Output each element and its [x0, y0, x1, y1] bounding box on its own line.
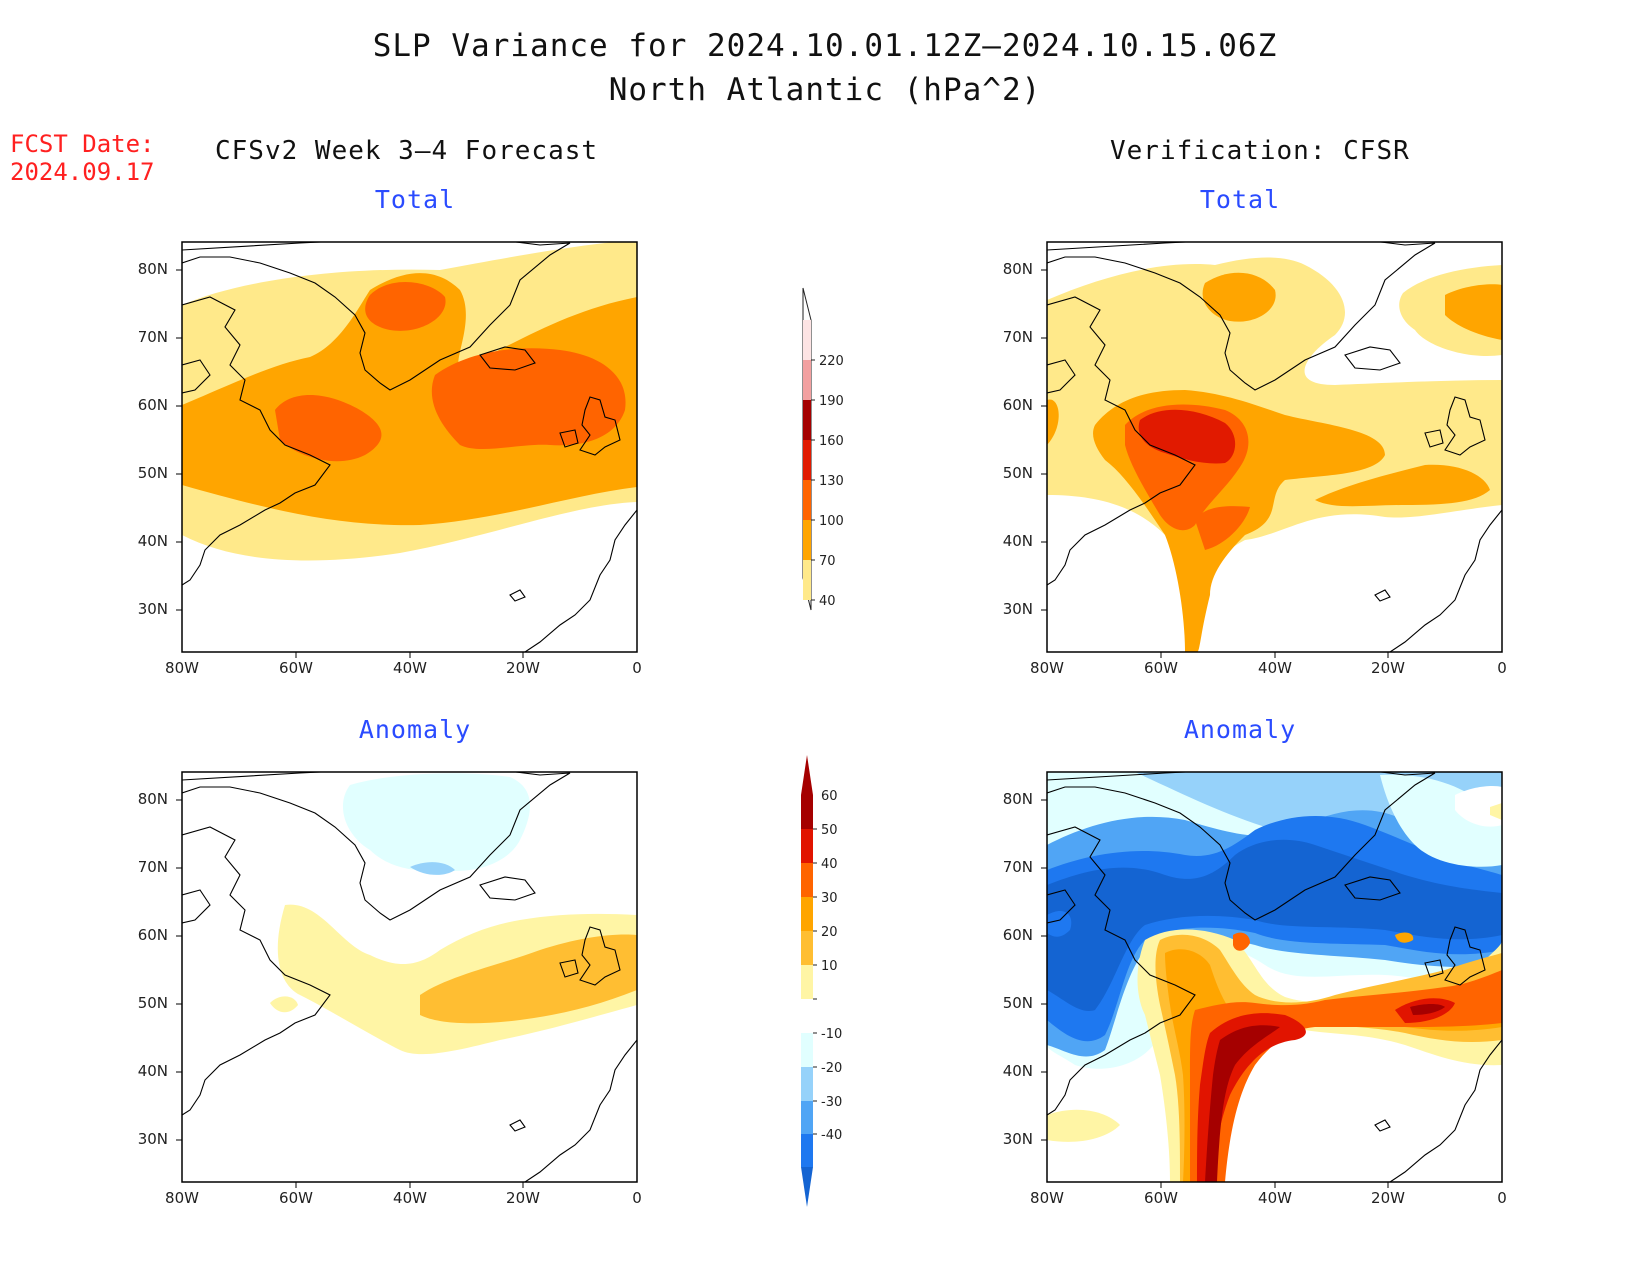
verification-total-title: Total [1199, 185, 1281, 214]
lat-label-60N: 60N [1003, 926, 1033, 944]
lon-label-80W: 80W [1030, 659, 1064, 677]
anomaly-colorbar-swatch [801, 931, 813, 965]
lon-label-60W: 60W [279, 1189, 313, 1207]
forecast-date-value: 2024.09.17 [10, 158, 155, 186]
lon-label-60W: 60W [1144, 1189, 1178, 1207]
lon-label-80W: 80W [165, 1189, 199, 1207]
anomaly-colorbar-swatch [801, 1101, 813, 1134]
lat-label-70N: 70N [138, 328, 168, 346]
verification-anomaly-title: Anomaly [1183, 715, 1297, 744]
lat-label-80N: 80N [138, 260, 168, 278]
chart-title-line1: SLP Variance for 2024.10.01.12Z–2024.10.… [372, 28, 1278, 64]
anomaly-colorbar-top-arrow [801, 755, 813, 795]
lon-label-80W: 80W [165, 659, 199, 677]
total-colorbar-label-70: 70 [819, 554, 836, 569]
anomaly-colorbar-swatch [801, 999, 813, 1033]
lat-label-50N: 50N [1003, 994, 1033, 1012]
total-colorbar: 220 190 160 130 100 70 40 [795, 280, 875, 624]
total-colorbar-label-130: 130 [819, 474, 844, 489]
lon-label-20W: 20W [1371, 659, 1405, 677]
lon-label-20W: 20W [506, 659, 540, 677]
lat-label-80N: 80N [1003, 260, 1033, 278]
lat-label-60N: 60N [138, 396, 168, 414]
lon-label-0: 0 [1497, 1189, 1507, 1207]
lat-label-30N: 30N [1003, 600, 1033, 618]
lat-label-80N: 80N [1003, 790, 1033, 808]
total-colorbar-swatch [803, 400, 811, 440]
anomaly-colorbar-label-neg40: -40 [821, 1128, 842, 1143]
lat-label-50N: 50N [138, 464, 168, 482]
anomaly-colorbar-swatch [801, 1134, 813, 1167]
lat-label-30N: 30N [138, 1130, 168, 1148]
total-colorbar-swatch [803, 360, 811, 400]
lat-label-30N: 30N [1003, 1130, 1033, 1148]
lat-label-70N: 70N [1003, 858, 1033, 876]
anomaly-colorbar-label-neg20: -20 [821, 1061, 842, 1076]
lat-label-40N: 40N [1003, 1062, 1033, 1080]
forecast-total-title: Total [374, 185, 456, 214]
lat-label-30N: 30N [138, 600, 168, 618]
anomaly-colorbar-swatch [801, 1067, 813, 1101]
lat-label-60N: 60N [138, 926, 168, 944]
anomaly-colorbar-swatch [801, 897, 813, 931]
anomaly-colorbar-label-neg10: -10 [821, 1027, 842, 1042]
lat-label-40N: 40N [138, 532, 168, 550]
anomaly-colorbar-label-neg30: -30 [821, 1095, 842, 1110]
total-colorbar-swatch [803, 320, 811, 360]
anomaly-colorbar-label-20: 20 [821, 925, 838, 940]
anomaly-colorbar-label-30: 30 [821, 891, 838, 906]
forecast-header: CFSv2 Week 3–4 Forecast [215, 136, 599, 166]
forecast-anomaly-title: Anomaly [358, 715, 472, 744]
lon-label-0: 0 [632, 659, 642, 677]
total-colorbar-label-40: 40 [819, 594, 836, 609]
lon-label-60W: 60W [1144, 659, 1178, 677]
anomaly-colorbar-label-60: 60 [821, 789, 838, 804]
forecast-anomaly-map: 80N 70N 60N 50N 40N 30N 80W 60W 40W 20W … [120, 765, 660, 1219]
forecast-total-map: 80N 70N 60N 50N 40N 30N 80W 60W 40W 20W … [120, 235, 660, 689]
lat-label-50N: 50N [138, 994, 168, 1012]
anomaly-colorbar-swatch [801, 1033, 813, 1067]
lat-label-70N: 70N [138, 858, 168, 876]
lat-label-70N: 70N [1003, 328, 1033, 346]
total-colorbar-label-100: 100 [819, 514, 844, 529]
total-colorbar-label-220: 220 [819, 354, 844, 369]
forecast-date-label: FCST Date: [10, 130, 155, 158]
lat-label-60N: 60N [1003, 396, 1033, 414]
lon-label-40W: 40W [1258, 1189, 1292, 1207]
anomaly-colorbar-swatch [801, 863, 813, 897]
anomaly-colorbar-label-10: 10 [821, 959, 838, 974]
lon-label-80W: 80W [1030, 1189, 1064, 1207]
anomaly-colorbar: 60 50 40 30 20 10 -10 -20 -30 -40 [795, 755, 875, 1219]
total-colorbar-label-160: 160 [819, 434, 844, 449]
total-colorbar-label-190: 190 [819, 394, 844, 409]
verification-header: Verification: CFSR [1110, 136, 1410, 166]
anomaly-colorbar-swatch [801, 965, 813, 999]
verification-anomaly-map: 80N 70N 60N 50N 40N 30N 80W 60W 40W 20W … [985, 765, 1525, 1219]
verification-total-map: 80N 70N 60N 50N 40N 30N 80W 60W 40W 20W … [985, 235, 1525, 689]
chart-title-line2: North Atlantic (hPa^2) [608, 72, 1042, 108]
lat-label-40N: 40N [1003, 532, 1033, 550]
anomaly-colorbar-label-50: 50 [821, 823, 838, 838]
lon-label-0: 0 [1497, 659, 1507, 677]
lon-label-40W: 40W [393, 659, 427, 677]
anomaly-colorbar-swatch [801, 795, 813, 829]
lon-label-60W: 60W [279, 659, 313, 677]
anomaly-colorbar-swatch [801, 829, 813, 863]
lat-label-50N: 50N [1003, 464, 1033, 482]
lon-label-40W: 40W [1258, 659, 1292, 677]
anomaly-colorbar-bottom-arrow [801, 1167, 813, 1207]
lon-label-20W: 20W [1371, 1189, 1405, 1207]
total-colorbar-swatch [803, 480, 811, 520]
total-colorbar-swatch [803, 440, 811, 480]
lon-label-40W: 40W [393, 1189, 427, 1207]
lon-label-0: 0 [632, 1189, 642, 1207]
anomaly-colorbar-label-40: 40 [821, 857, 838, 872]
total-colorbar-swatch [803, 560, 811, 600]
lat-label-40N: 40N [138, 1062, 168, 1080]
lat-label-80N: 80N [138, 790, 168, 808]
total-colorbar-swatch [803, 520, 811, 560]
lon-label-20W: 20W [506, 1189, 540, 1207]
